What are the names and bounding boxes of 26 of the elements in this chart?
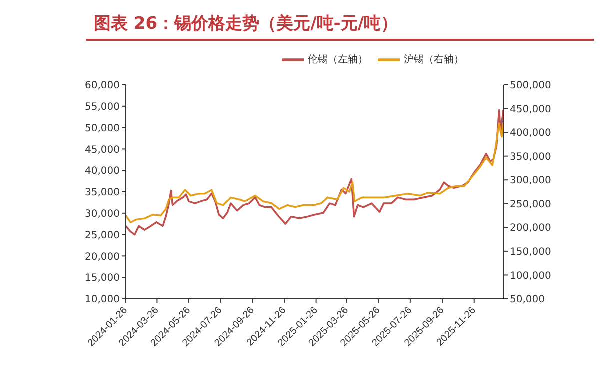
- y-tick-label: 55,000: [85, 102, 120, 113]
- y2-tick-label: 400,000: [510, 128, 552, 140]
- y2-tick-label: 150,000: [510, 246, 552, 258]
- y-tick-label: 45,000: [85, 144, 120, 156]
- y2-tick-label: 450,000: [510, 104, 552, 116]
- chart-title: 图表 26：锡价格走势（美元/吨-元/吨）: [86, 8, 594, 41]
- line-series: [126, 109, 504, 236]
- legend-label: 伦锡（左轴）: [308, 54, 368, 66]
- y-tick-label: 20,000: [85, 252, 120, 263]
- y2-tick-label: 50,000: [510, 294, 545, 306]
- y-tick-label: 25,000: [85, 230, 120, 242]
- y2-tick-label: 350,000: [510, 152, 552, 163]
- y2-tick-label: 200,000: [510, 223, 552, 234]
- y-tick-label: 40,000: [85, 166, 120, 178]
- y-tick-label: 30,000: [85, 208, 120, 220]
- y-tick-label: 15,000: [85, 273, 120, 284]
- y-tick-label: 60,000: [85, 80, 120, 92]
- y2-tick-label: 300,000: [510, 176, 552, 187]
- legend-label: 沪锡（右轴）: [404, 54, 464, 66]
- y2-tick-label: 500,000: [510, 80, 552, 92]
- y-tick-label: 10,000: [85, 294, 120, 306]
- y-tick-label: 50,000: [85, 123, 120, 134]
- y-tick-label: 35,000: [85, 188, 120, 199]
- line-series: [126, 122, 504, 224]
- y2-tick-label: 250,000: [510, 199, 552, 210]
- y2-tick-label: 100,000: [510, 270, 552, 282]
